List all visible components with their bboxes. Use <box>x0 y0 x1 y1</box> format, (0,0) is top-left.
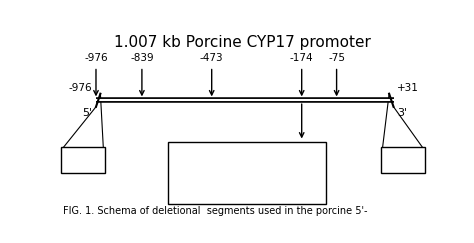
Text: Sp1: CCTAGCCCC: Sp1: CCTAGCCCC <box>175 178 266 188</box>
Text: AP-2: CCCACCCC: AP-2: CCCACCCC <box>175 191 264 201</box>
Text: SP1/AP2 overlap:: SP1/AP2 overlap: <box>175 151 264 161</box>
Text: -174: -174 <box>290 53 313 63</box>
FancyBboxPatch shape <box>61 147 105 173</box>
Text: FIG. 1. Schema of deletional  segments used in the porcine 5'-: FIG. 1. Schema of deletional segments us… <box>63 206 367 216</box>
Text: $\it{Bg}$lII tail: $\it{Bg}$lII tail <box>63 153 103 167</box>
Text: -75: -75 <box>328 53 345 63</box>
Text: -839: -839 <box>130 53 154 63</box>
Text: -976: -976 <box>69 83 92 93</box>
Text: -473: -473 <box>200 53 224 63</box>
Text: 5': 5' <box>82 108 92 118</box>
Text: 1.007 kb Porcine CYP17 promoter: 1.007 kb Porcine CYP17 promoter <box>115 35 371 50</box>
Text: CCTAGC̲C̲C̲C̲ACCCC: CCTAGC̲C̲C̲C̲ACCCC <box>175 164 287 175</box>
Text: 3': 3' <box>397 108 407 118</box>
FancyBboxPatch shape <box>168 142 326 204</box>
Text: -976: -976 <box>84 53 108 63</box>
FancyBboxPatch shape <box>381 147 425 173</box>
Text: +31: +31 <box>397 83 419 93</box>
Text: $\it{Bg}$lII tail: $\it{Bg}$lII tail <box>383 153 423 167</box>
